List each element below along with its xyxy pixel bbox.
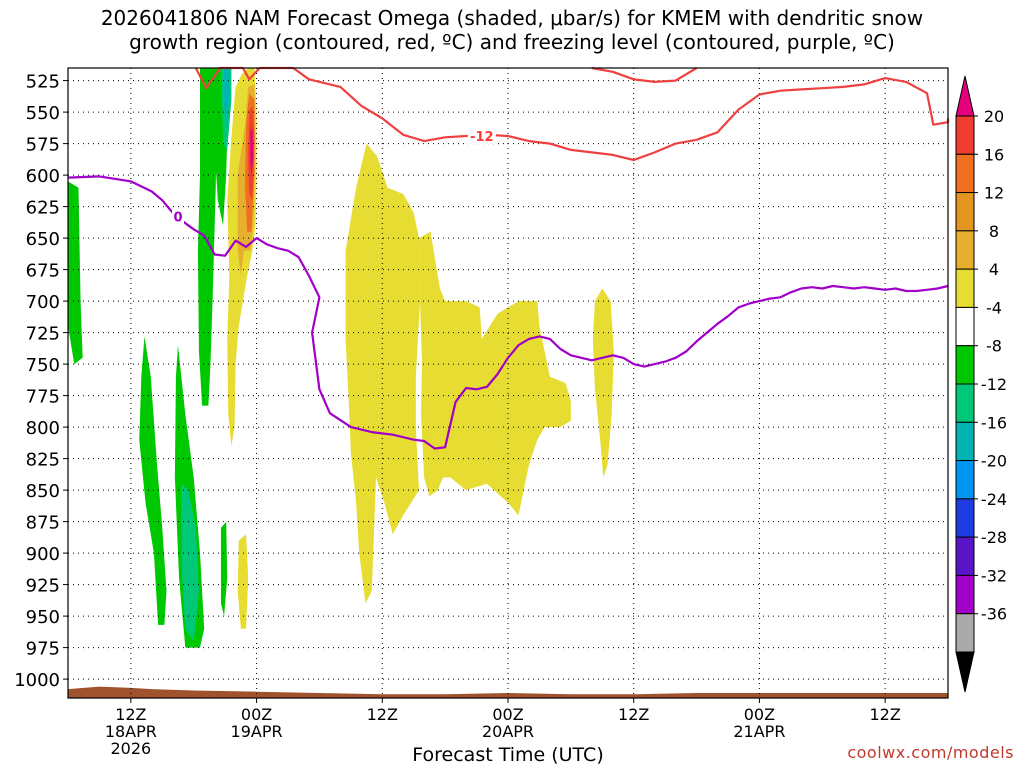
y-tick-label: 900 [26,544,60,565]
y-tick-label: 950 [26,607,60,628]
colorbar-label: -12 [981,375,1007,394]
x-tick-label: 2026 [110,739,151,758]
x-tick-label: 12Z [618,705,649,724]
omega-region-15 [345,143,420,604]
omega-region-16 [418,231,571,516]
x-tick-label: 12Z [367,705,398,724]
colorbar-label: -8 [986,337,1002,356]
colorbar-label: -16 [981,413,1007,432]
contour-lines [67,66,950,450]
omega-region-0 [68,181,83,365]
y-tick-label: 625 [26,198,60,219]
y-tick-label: 675 [26,261,60,282]
colorbar-bottom-arrow [955,651,975,693]
y-tick-label: 775 [26,387,60,408]
contour-label-bg [467,128,496,145]
colorbar-label: 16 [984,145,1004,164]
y-tick-label: 875 [26,513,60,534]
x-tick-label: 21APR [733,722,785,741]
gridlines [68,68,948,698]
colorbar-label: -28 [981,528,1007,547]
omega-region-1 [139,336,167,625]
colorbar-label: 4 [989,260,999,279]
omega-region-7 [224,68,230,125]
y-axis: 525 550 575 600 625 650 675 700 725 750 775 800 825 8… [14,72,68,691]
contour-label-0: -12 [470,130,494,145]
omega-shading-layer [68,68,614,648]
title-line-2: growth region (contoured, red, ºC) and f… [129,30,895,54]
colorbar-swatch [955,230,975,270]
y-tick-label: 600 [26,166,60,187]
y-tick-label: 525 [26,72,60,93]
colorbar-swatch [955,115,975,155]
colorbar-swatch [955,613,975,653]
x-tick-label: 19APR [231,722,283,741]
contour-line-2 [67,175,949,450]
omega-region-13 [250,128,254,176]
colorbar-swatch [955,268,975,308]
colorbar-swatch [955,383,975,423]
x-tick-label: 12Z [869,705,900,724]
colorbar-label: -36 [981,605,1007,624]
colorbar-swatch [955,306,975,347]
colorbar-swatch [955,345,975,385]
colorbar-swatch [955,153,975,194]
x-tick-label: 00Z [241,705,272,724]
x-tick-label: 18APR [105,722,157,741]
colorbar-label: 20 [984,107,1004,126]
colorbar-top-arrow [955,75,975,117]
x-axis-label: Forecast Time (UTC) [412,744,604,766]
site-watermark[interactable]: coolwx.com/models [847,743,1014,762]
contour-label-bg [172,208,184,225]
colorbar-label: -24 [981,490,1007,509]
y-tick-label: 700 [26,292,60,313]
colorbar-label: -4 [986,298,1002,317]
y-tick-label: 575 [26,135,60,156]
omega-region-17 [592,288,614,478]
colorbar-swatch [955,460,975,500]
contour-label-1: 0 [173,211,182,226]
x-tick-label: 00Z [744,705,775,724]
colorbar-label: 12 [984,184,1004,203]
y-tick-label: 825 [26,450,60,471]
terrain-surface [68,686,948,698]
chart-title: 2026041806 NAM Forecast Omega (shaded, μ… [0,6,1024,54]
y-tick-label: 850 [26,481,60,502]
y-tick-label: 725 [26,324,60,345]
x-tick-label: 12Z [115,705,146,724]
colorbar-swatch [955,574,975,615]
omega-region-3 [181,483,199,642]
colorbar-label: -20 [981,452,1007,471]
colorbar-swatch [955,498,975,538]
colorbar-label: -32 [981,566,1007,585]
y-tick-label: 750 [26,355,60,376]
colorbar-swatch [955,421,975,462]
y-tick-label: 925 [26,576,60,597]
terrain-layer [68,686,948,698]
y-tick-label: 800 [26,418,60,439]
title-line-1: 2026041806 NAM Forecast Omega (shaded, μ… [100,6,924,30]
x-tick-label: 20APR [482,722,534,741]
colorbar-label: 8 [989,222,999,241]
colorbar-swatch [955,536,975,576]
y-tick-label: 1000 [14,670,60,691]
omega-region-8 [220,521,228,617]
y-tick-label: 550 [26,103,60,124]
y-tick-label: 650 [26,229,60,250]
contour-line-1 [591,66,698,83]
colorbar-swatch [955,192,975,232]
contour-line-0 [194,66,950,162]
x-tick-label: 00Z [492,705,523,724]
omega-region-14 [237,534,249,629]
colorbar: 20 16 12 8 4 -4 -8 -12 -16 -20 -24 -28 -32 -36 [955,75,1007,693]
y-tick-label: 975 [26,639,60,660]
contour-labels: -12 0 [172,128,496,226]
omega-region-4 [197,68,217,406]
